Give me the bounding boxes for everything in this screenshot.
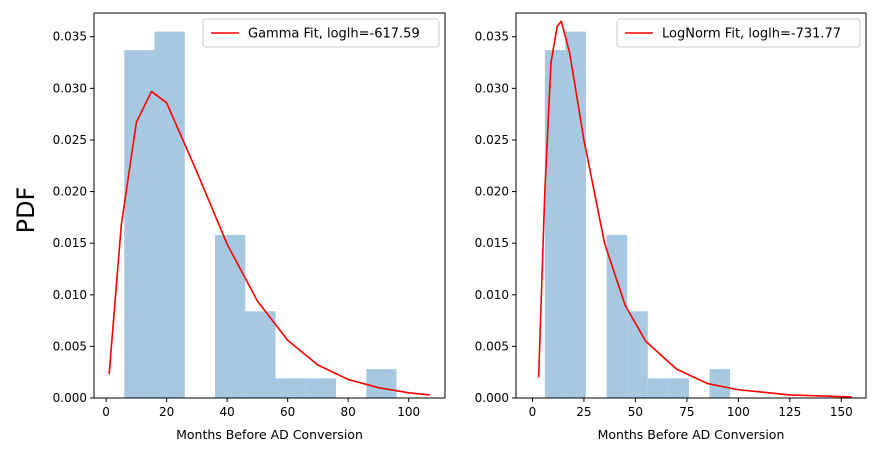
fit-curve-line (537, 20, 852, 398)
y-tick-label: 0.010 (53, 288, 87, 302)
y-tick-label: 0.025 (53, 133, 87, 147)
axes-frame (515, 12, 867, 399)
histogram-bar (668, 378, 689, 398)
legend: LogNorm Fit, loglh=-731.77 (616, 18, 861, 48)
x-tick-label: 0 (102, 405, 110, 419)
x-tick-label: 150 (830, 405, 853, 419)
x-tick-label: 100 (397, 405, 420, 419)
x-tick-label: 125 (778, 405, 801, 419)
y-tick-label: 0.020 (475, 185, 509, 199)
histogram-bar (124, 50, 155, 399)
x-tick-label: 75 (679, 405, 694, 419)
y-tick-label: 0.035 (475, 30, 509, 44)
x-axis-label: Months Before AD Conversion (176, 427, 363, 442)
x-tick-label: 40 (219, 405, 234, 419)
x-axis-label: Months Before AD Conversion (598, 427, 785, 442)
legend-box (616, 18, 861, 48)
x-tick-label: 100 (727, 405, 750, 419)
histogram-bar (154, 31, 185, 398)
fit-curve-line (108, 90, 430, 396)
x-tick-label: 60 (280, 405, 295, 419)
y-tick-label: 0.020 (53, 185, 87, 199)
y-tick-label: 0.015 (53, 236, 87, 250)
histogram-bar (709, 369, 731, 398)
histogram-bar (245, 311, 276, 398)
x-tick-label: 80 (341, 405, 356, 419)
histogram-bar (627, 311, 648, 398)
histogram-bar (305, 378, 337, 398)
y-tick-label: 0.005 (53, 339, 87, 353)
histogram-bar (215, 234, 246, 398)
shared-y-axis-label: PDF (12, 187, 40, 234)
histogram-bar (275, 378, 306, 398)
y-tick-label: 0.035 (53, 30, 87, 44)
x-tick-label: 50 (628, 405, 643, 419)
x-tick-label: 20 (159, 405, 174, 419)
legend-box (202, 18, 440, 48)
y-tick-label: 0.030 (475, 81, 509, 95)
left-chart-gamma-fit: 0.000 0.005 0.010 0.015 0.020 0.025 0.030 0.035… (53, 12, 446, 442)
histogram-bar (647, 378, 669, 398)
axes-frame (93, 12, 446, 399)
y-tick-label: 0.010 (475, 288, 509, 302)
y-tick-label: 0.000 (475, 391, 509, 405)
y-tick-label: 0.025 (475, 133, 509, 147)
x-tick-label: 0 (529, 405, 537, 419)
legend-label: LogNorm Fit, loglh=-731.77 (662, 27, 841, 42)
y-tick-label: 0.015 (475, 236, 509, 250)
legend-label: Gamma Fit, loglh=-617.59 (248, 27, 420, 42)
histogram-bar (544, 50, 566, 399)
right-chart-lognorm-fit: 0.000 0.005 0.010 0.015 0.020 0.025 0.030 0.035… (475, 12, 867, 442)
y-tick-label: 0.000 (53, 391, 87, 405)
legend: Gamma Fit, loglh=-617.59 (202, 18, 440, 48)
x-tick-label: 25 (576, 405, 591, 419)
histogram-bar (366, 369, 397, 398)
y-tick-label: 0.005 (475, 339, 509, 353)
y-tick-label: 0.030 (53, 81, 87, 95)
histogram-bar (606, 234, 628, 398)
